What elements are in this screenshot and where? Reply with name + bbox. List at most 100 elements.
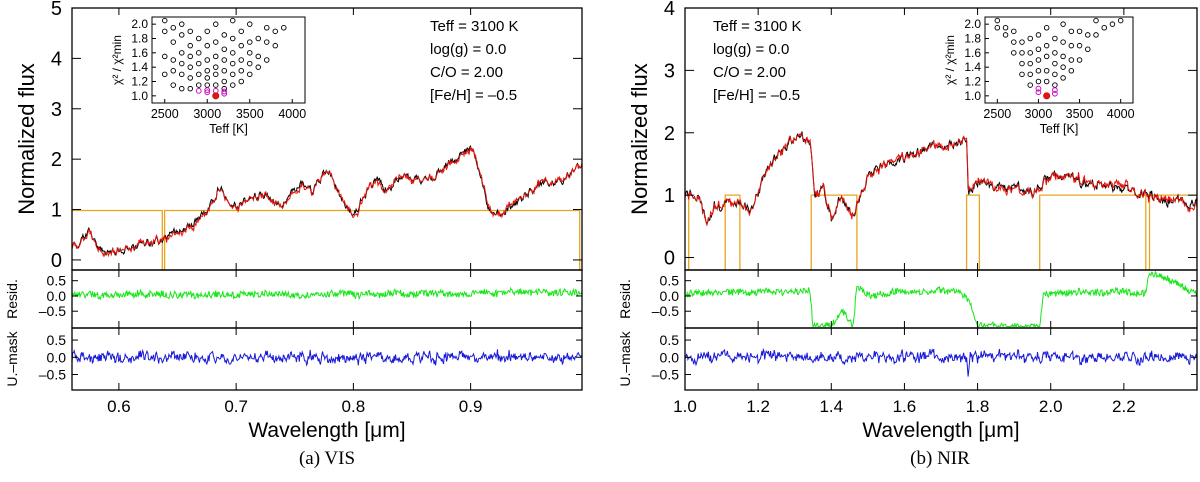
residual-line — [685, 270, 1197, 328]
residual-line — [72, 286, 582, 301]
inset-point — [161, 71, 168, 78]
inset-y-tick-label: 1.2 — [964, 75, 981, 89]
inset-point — [178, 85, 185, 92]
inset-x-tick-label: 4000 — [278, 107, 306, 121]
inset-point-near-best — [1051, 87, 1058, 93]
inset-point — [1068, 42, 1075, 49]
inset-point — [255, 35, 261, 42]
param-text: C/O = 2.00 — [430, 64, 503, 81]
x-axis-label: Wavelength [μm] — [862, 419, 1019, 442]
inset-point — [221, 67, 227, 74]
umask-y-tick-label: –0.5 — [39, 367, 66, 383]
inset-point-near-best — [195, 87, 202, 94]
resid-axis-label: Resid. — [617, 279, 633, 319]
inset-point — [195, 35, 202, 42]
observed-spectrum — [72, 144, 582, 256]
umask-residual-line — [72, 348, 582, 367]
inset-point — [229, 71, 236, 78]
inset-point — [229, 17, 236, 24]
inset-point — [238, 78, 244, 85]
inset-point — [161, 17, 168, 24]
inset-point — [221, 32, 227, 38]
inset-point — [1068, 57, 1075, 63]
inset-point — [1043, 25, 1050, 31]
inset-x-tick-label: 2500 — [983, 107, 1011, 121]
umask-residual-line — [685, 347, 1197, 377]
inset-point — [221, 46, 227, 53]
y-axis-label: Normalized flux — [627, 63, 652, 215]
inset-point — [1060, 53, 1066, 60]
inset-frame — [151, 16, 306, 104]
inset-point — [204, 28, 210, 35]
inset-x-axis-label: Teff [K] — [209, 122, 248, 136]
inset-point — [1093, 17, 1099, 24]
x-tick-label: 1.0 — [673, 397, 697, 416]
inset-point — [1043, 78, 1050, 85]
inset-point — [187, 53, 193, 60]
inset-frame — [984, 16, 1134, 104]
inset-point — [187, 75, 193, 81]
inset-x-tick-label: 2500 — [151, 107, 179, 121]
inset-best-point — [212, 92, 220, 100]
inset-point — [1060, 64, 1066, 70]
y-tick-label: 3 — [51, 99, 62, 121]
umask-frame — [71, 327, 583, 391]
inset-point — [195, 71, 202, 78]
inset-point — [195, 50, 202, 56]
panel-vis: 0.6 0.7 0.8 0.9 Wavelength [μm] 0 1 2 3 4 5 Normali… — [4, 0, 583, 442]
inset-point — [1068, 67, 1075, 74]
inset-point — [272, 28, 279, 35]
y-tick-label: 3 — [664, 60, 675, 82]
inset-point — [221, 78, 227, 85]
inset-point — [281, 25, 287, 31]
inset-point — [1019, 71, 1025, 78]
inset-point — [170, 25, 176, 31]
inset-point — [187, 28, 193, 35]
inset-point — [1035, 57, 1042, 63]
inset-point — [238, 42, 244, 49]
y-tick-label: 4 — [664, 0, 675, 20]
inset-point — [170, 39, 176, 45]
inset-point — [212, 21, 219, 27]
param-text: [Fe/H] = –0.5 — [430, 87, 517, 104]
inset-y-tick-label: 1.6 — [964, 46, 981, 60]
inset-point — [221, 57, 227, 63]
param-text: Teff = 3100 K — [713, 18, 802, 35]
x-tick-label: 1.8 — [966, 397, 990, 416]
inset-x-tick-label: 4000 — [1107, 107, 1135, 121]
inset-point — [1035, 32, 1042, 38]
inset-point — [1117, 17, 1124, 24]
y-axis-label: Normalized flux — [14, 63, 39, 215]
inset-x-axis-label: Teff [K] — [1040, 122, 1079, 136]
inset-point-near-best — [221, 90, 228, 97]
inset-point — [1002, 25, 1009, 31]
inset-y-tick-label: 1.8 — [131, 32, 148, 46]
inset-point — [1076, 28, 1083, 35]
model-spectrum — [685, 132, 1197, 227]
inset-point — [1027, 82, 1033, 88]
model-spectrum — [72, 146, 582, 258]
y-tick-label: 5 — [51, 0, 62, 20]
inset-point — [1027, 60, 1033, 67]
inset-x-tick-label: 3500 — [236, 107, 264, 121]
inset-point — [212, 64, 219, 70]
inset-point — [994, 25, 1001, 31]
inset-point — [246, 60, 253, 67]
param-text: Teff = 3100 K — [430, 18, 519, 35]
inset-point — [1052, 35, 1058, 42]
inset-point — [1043, 53, 1050, 60]
resid-frame — [684, 269, 1198, 329]
param-text: [Fe/H] = –0.5 — [713, 87, 800, 104]
inset-point — [229, 35, 236, 42]
umask-axis-label: U.–mask — [4, 330, 20, 386]
y-tick-label: 0 — [51, 250, 62, 272]
inset-point-near-best — [1035, 85, 1042, 92]
inset-x-tick-label: 3500 — [1066, 107, 1094, 121]
resid-y-tick-label: –0.5 — [652, 303, 679, 319]
resid-y-tick-label: 0.0 — [660, 288, 680, 304]
inset-point — [1011, 28, 1017, 35]
inset-point — [1052, 50, 1058, 56]
inset-y-tick-label: 2.0 — [964, 17, 981, 31]
resid-y-tick-label: 0.0 — [47, 288, 67, 304]
